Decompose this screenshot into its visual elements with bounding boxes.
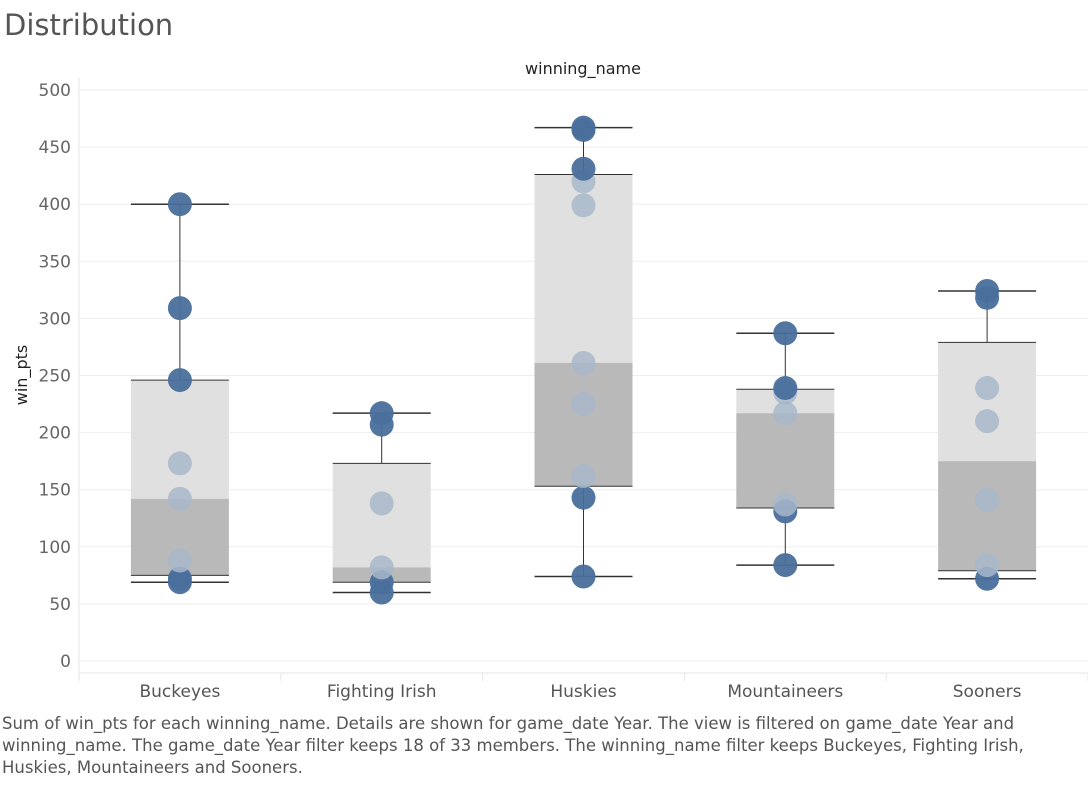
chart-caption: Sum of win_pts for each winning_name. De…	[2, 714, 1024, 777]
x-category-label: Buckeyes	[139, 682, 220, 702]
data-point	[975, 376, 1000, 401]
box-upper-quartile	[130, 380, 229, 499]
y-tick-label: 150	[39, 481, 71, 501]
data-point	[571, 193, 596, 218]
data-point	[571, 115, 596, 140]
box-lower-quartile	[736, 413, 835, 508]
y-tick-label: 300	[39, 309, 71, 329]
data-point	[975, 487, 1000, 512]
box-upper-quartile	[938, 342, 1037, 462]
data-point	[167, 451, 192, 476]
data-point	[571, 392, 596, 417]
y-tick-label: 500	[39, 81, 71, 101]
panel-dividers	[78, 672, 1088, 681]
data-point	[167, 368, 192, 393]
data-point	[975, 409, 1000, 434]
y-tick-label: 350	[39, 252, 71, 272]
y-tick-label: 0	[60, 652, 71, 672]
data-point	[167, 296, 192, 321]
data-point	[167, 566, 192, 591]
page-title: Distribution	[4, 8, 174, 42]
data-point	[167, 192, 192, 217]
data-point	[369, 491, 394, 516]
box-plot-chart: winning_name win_pts 0 50 100 150 200 250 300 3…	[12, 59, 1088, 702]
data-point	[773, 492, 798, 517]
data-points	[167, 115, 1000, 605]
data-point	[167, 548, 192, 573]
data-point	[773, 321, 798, 346]
data-point	[773, 376, 798, 401]
x-category-label: Mountaineers	[727, 682, 843, 702]
y-tick-label: 100	[39, 538, 71, 558]
data-point	[571, 564, 596, 589]
y-tick-label: 250	[39, 367, 71, 387]
data-point	[975, 278, 1000, 303]
x-category-label: Sooners	[953, 682, 1022, 702]
data-point	[773, 553, 798, 578]
y-tick-label: 450	[39, 138, 71, 158]
y-tick-label: 200	[39, 424, 71, 444]
data-point	[975, 553, 1000, 578]
data-point	[167, 486, 192, 511]
data-point	[369, 401, 394, 426]
y-tick-label: 400	[39, 195, 71, 215]
data-point	[369, 555, 394, 580]
x-axis-categories: Buckeyes Fighting Irish Huskies Mountaineer…	[139, 682, 1021, 702]
column-header: winning_name	[525, 59, 641, 79]
data-point	[773, 401, 798, 426]
data-point	[571, 156, 596, 181]
data-point	[571, 350, 596, 375]
y-axis-label: win_pts	[12, 345, 32, 405]
y-axis-ticks: 0 50 100 150 200 250 300 350 400 450 500	[39, 81, 71, 672]
x-category-label: Fighting Irish	[327, 682, 437, 702]
data-point	[571, 463, 596, 488]
box-lower-quartile	[938, 461, 1037, 571]
data-point	[571, 485, 596, 510]
x-category-label: Huskies	[550, 682, 616, 702]
y-tick-label: 50	[49, 595, 71, 615]
